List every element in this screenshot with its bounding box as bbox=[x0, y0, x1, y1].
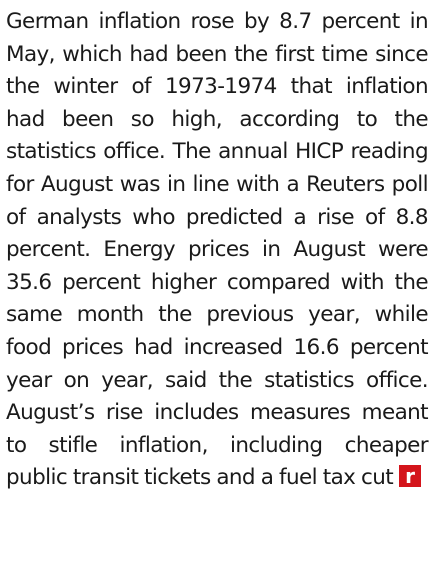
article-text: German inflation rose by 8.7 percent in … bbox=[6, 6, 429, 495]
end-mark: r bbox=[399, 465, 422, 488]
paragraph: German inflation rose by 8.7 percent in … bbox=[6, 9, 429, 491]
